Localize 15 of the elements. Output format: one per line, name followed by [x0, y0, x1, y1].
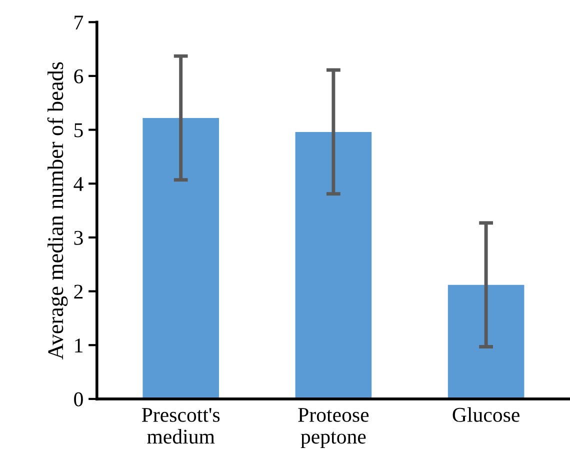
y-tick-label: 4 [74, 177, 84, 191]
y-tick-label: 3 [74, 230, 83, 245]
y-axis-title: Average median number of beads [47, 62, 68, 360]
y-tick-label: 2 [74, 284, 83, 299]
y-tick-label: 6 [74, 69, 84, 84]
bar [142, 118, 219, 399]
y-tick-label: 5 [74, 123, 83, 138]
y-tick-label: 0 [74, 392, 83, 406]
x-tick-label: Prescott's medium [142, 408, 220, 444]
x-tick-label: Proteose peptone [298, 408, 369, 448]
y-tick-label: 7 [74, 16, 84, 30]
bar [448, 284, 524, 399]
x-tick-label: Glucose [452, 407, 520, 422]
bar [295, 132, 372, 399]
y-tick-label: 1 [75, 338, 82, 352]
